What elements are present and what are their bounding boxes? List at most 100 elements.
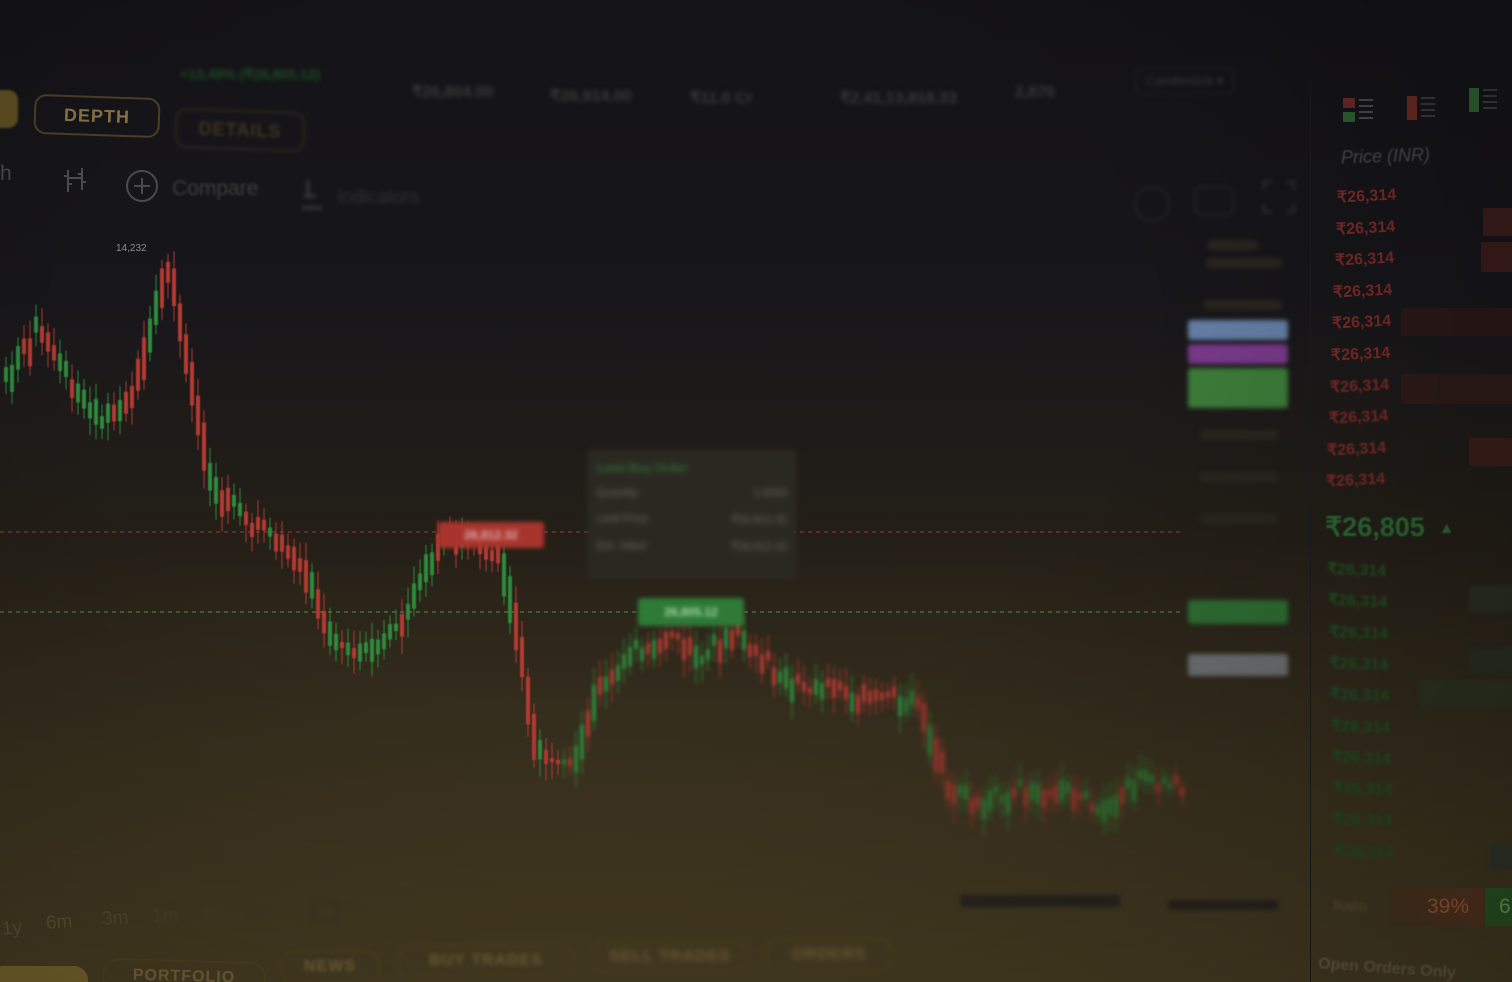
bid-price[interactable]: ₹26,314 [1326,560,1387,581]
candle [106,392,110,441]
indicators-icon[interactable] [298,178,326,212]
candle [112,392,116,431]
open-orders-toggle[interactable]: Open Orders Only [1317,955,1457,982]
candle-body [40,326,44,343]
tab-portfolio[interactable]: PORTFOLIO [101,957,267,982]
candle-body [910,690,914,707]
add-circle-icon[interactable] [124,168,160,204]
active-tab-edge[interactable] [0,90,18,128]
ask-price[interactable]: ₹26,314 [1330,344,1391,365]
candle [994,773,998,811]
stat-low: ₹26,914.00 [550,88,632,105]
chart-type-dropdown[interactable]: Candlestick ▾ [1135,68,1235,94]
ask-price[interactable]: ₹26,314 [1328,407,1389,428]
candle-body [658,638,662,654]
candle [520,620,524,691]
candle [160,259,164,320]
candle [934,724,938,782]
fullscreen-icon[interactable] [1262,180,1296,214]
indicators-button[interactable]: Indicators [337,187,420,208]
candle-body [1000,795,1004,804]
candlestick-icon[interactable] [60,166,92,196]
candle-body [1024,787,1028,807]
bid-price[interactable]: ₹26,314 [1329,654,1389,674]
range-1d[interactable]: 1d [246,902,268,923]
candle-body [136,358,140,391]
candle [334,622,338,662]
ask-price[interactable]: ₹26,314 [1325,470,1386,491]
tab-details[interactable]: DETAILS [174,107,306,153]
bid-price[interactable]: ₹26,314 [1332,780,1392,800]
time-scale-label [1168,900,1278,910]
candle-body [1060,779,1064,802]
candle [136,350,140,400]
price-change: +13.49% (₹26,805.12) [180,66,321,82]
candle-body [172,268,176,307]
range-1y[interactable]: 1y [1,917,23,940]
high-price-label: 14,232 [116,243,147,254]
candle-body [994,786,998,794]
candle [880,681,884,712]
candle-body [322,610,326,634]
ask-price[interactable]: ₹26,314 [1336,186,1397,207]
candle-body [1018,780,1022,786]
bid-price[interactable]: ₹26,314 [1330,717,1391,737]
orderbook-bids-icon[interactable] [1467,86,1501,116]
tab-depth[interactable]: DEPTH [33,93,161,139]
bid-price[interactable]: ₹26,314 [1331,748,1392,768]
tab-orders[interactable]: ORDERS [764,938,894,972]
compare-button[interactable]: Compare [172,177,259,200]
bid-price[interactable]: ₹26,314 [1329,686,1390,706]
ask-price[interactable]: ₹26,314 [1333,281,1393,302]
settings-icon[interactable] [1134,186,1170,222]
calendar-icon[interactable] [312,900,338,922]
candle [172,251,176,322]
tab-sell-trades[interactable]: SELL TRADES [590,940,750,974]
candle [622,638,626,685]
ask-price[interactable]: ₹26,314 [1335,218,1396,239]
tab-buy-trades[interactable]: BUY TRADES [396,944,576,978]
candle-body [838,681,842,691]
ask-price[interactable]: ₹26,314 [1331,312,1392,333]
buy-order-tag[interactable]: 26,805.12 [638,598,744,626]
sell-order-tag[interactable]: 26,812.32 [438,522,544,548]
camera-icon[interactable] [1194,186,1234,216]
candle [70,364,74,413]
price-column-header: Price (INR) [1340,144,1431,168]
candle [718,623,722,679]
candle-body [568,758,572,767]
bottom-tabs: PORTFOLIO NEWS BUY TRADES SELL TRADES OR… [0,938,1512,982]
candle-body [862,684,866,703]
ask-price[interactable]: ₹26,314 [1327,439,1387,460]
timeframe-tail-icon[interactable]: h [0,162,12,185]
candle [292,538,296,584]
candle-body [784,667,788,689]
bottom-tab-active[interactable] [0,966,88,982]
candle [790,664,794,720]
candle [916,680,920,720]
candle [844,668,848,715]
range-3m[interactable]: 3m [101,907,129,930]
bid-price[interactable]: ₹26,314 [1327,592,1388,612]
candle-body [436,533,440,561]
candle [904,683,908,723]
range-6m[interactable]: 6m [45,911,74,934]
bid-price[interactable]: ₹26,314 [1333,842,1394,862]
bid-price[interactable]: ₹26,314 [1328,623,1388,643]
order-book: Price (INR) ₹26,314 ₹26,314 ₹26,314 ₹26,314… [1310,80,1512,982]
range-5d[interactable]: 5d [202,904,224,925]
ask-price[interactable]: ₹26,314 [1334,249,1395,270]
ask-price[interactable]: ₹26,314 [1329,376,1390,397]
candle-body [214,476,218,504]
candle [874,678,878,715]
candle [94,383,98,440]
tab-news[interactable]: NEWS [280,950,380,982]
orderbook-asks-icon[interactable] [1405,94,1439,124]
orderbook-both-icon[interactable] [1341,96,1377,126]
bid-price[interactable]: ₹26,314 [1333,811,1393,831]
candle [1090,787,1094,822]
candle [154,274,158,335]
range-1m[interactable]: 1m [151,905,179,928]
candle-body [550,758,554,763]
price-chart[interactable]: 14,232 [0,220,1300,920]
